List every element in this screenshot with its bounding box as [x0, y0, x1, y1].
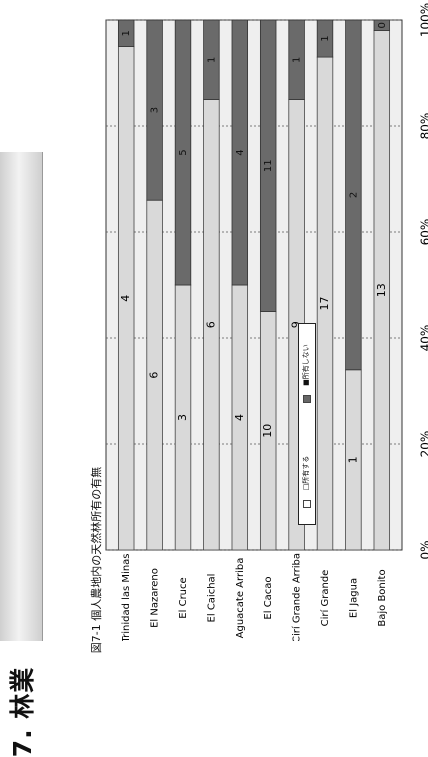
- legend-own-swatch: [303, 500, 311, 508]
- category-label: El Jagua: [348, 578, 359, 618]
- category-label: Bajo Bonito: [377, 569, 388, 626]
- value-axis-tick: 100%: [419, 3, 428, 37]
- data-label-own: 1: [346, 456, 359, 463]
- data-label-not-own: 1: [292, 57, 303, 63]
- data-label-not-own: 1: [320, 35, 331, 41]
- data-label-own: 6: [148, 372, 161, 379]
- section-title: 7. 林業: [3, 667, 39, 757]
- legend-own-label: □所有する: [301, 456, 311, 491]
- category-label: Aguacate Arriba: [235, 558, 246, 639]
- category-label: Cirí Grande Arriba: [291, 553, 303, 641]
- stacked-bar-chart: 0% 20% 40% 60% 80% 100% 4 1 Trinidad las Minas 6 3…: [88, 0, 428, 641]
- data-label-own: 4: [119, 295, 132, 302]
- data-label-not-own: 2: [348, 192, 359, 198]
- data-label-not-own: 3: [150, 107, 161, 113]
- data-label-own: 17: [318, 297, 331, 311]
- legend-not-own-swatch: [303, 395, 311, 403]
- data-label-own: 3: [176, 414, 189, 421]
- category-label: Cirí Grande: [319, 570, 331, 627]
- data-label-own: 6: [204, 321, 217, 328]
- data-label-not-own: 11: [263, 159, 274, 172]
- chart-area: 0% 20% 40% 60% 80% 100% 4 1 Trinidad las Minas 6 3…: [88, 0, 428, 641]
- data-label-not-own: 0: [377, 22, 388, 28]
- data-label-not-own: 4: [235, 149, 246, 155]
- data-label-not-own: 1: [121, 30, 132, 36]
- category-label: Trinidad las Minas: [121, 553, 132, 641]
- data-label-not-own: 5: [178, 149, 189, 155]
- category-label: El Caichal: [206, 574, 217, 623]
- data-label-own: 4: [233, 414, 246, 421]
- value-axis-tick: 0%: [419, 540, 428, 559]
- value-axis-tick: 60%: [419, 219, 428, 246]
- value-axis-tick: 40%: [419, 325, 428, 352]
- category-label: El Nazareno: [150, 568, 161, 628]
- data-label-own: 10: [261, 424, 274, 438]
- value-axis-tick: 80%: [419, 113, 428, 140]
- value-axis-tick: 20%: [419, 431, 428, 458]
- section-header-bar: 7. 林業: [0, 152, 43, 641]
- category-label: El Cacao: [263, 576, 274, 619]
- category-label: El Cruce: [178, 577, 189, 618]
- legend-not-own-label: ■所有しない: [301, 344, 311, 386]
- data-label-not-own: 1: [206, 57, 217, 63]
- data-label-own: 13: [375, 283, 388, 297]
